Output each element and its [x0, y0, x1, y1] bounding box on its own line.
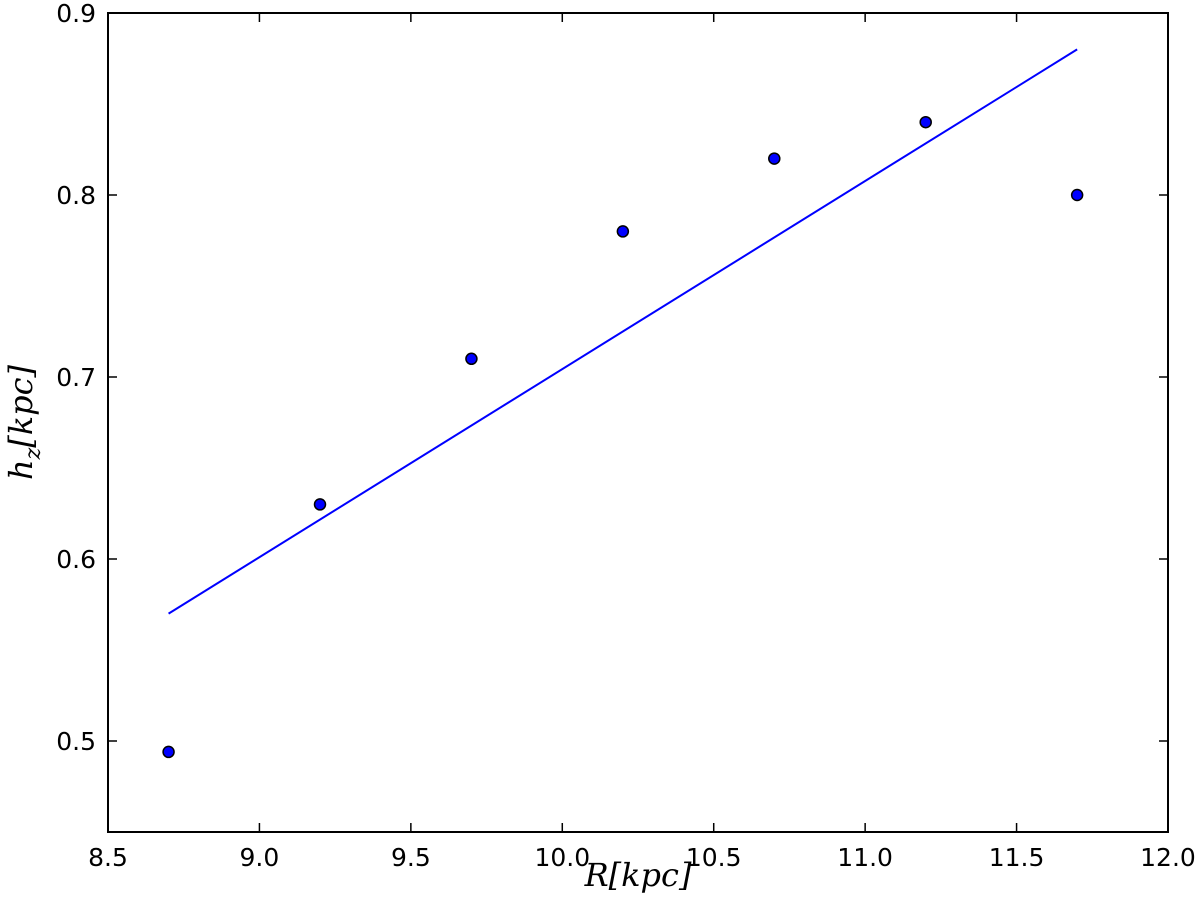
axis-ticks	[107, 12, 1169, 832]
y-tick-label: 0.9	[56, 0, 96, 28]
data-point	[465, 352, 478, 366]
x-tick-label: 10.5	[686, 843, 742, 872]
x-axis-label: R[kpc]	[584, 856, 692, 894]
data-point	[313, 498, 327, 511]
data-point	[616, 225, 630, 238]
data-point	[162, 745, 175, 759]
x-tick-label: 10.0	[534, 843, 590, 872]
x-tick-label: 9.5	[391, 843, 431, 872]
x-tick-label: 8.5	[88, 843, 128, 872]
y-tick-label: 0.6	[56, 545, 96, 574]
x-tick-label: 11.0	[837, 843, 893, 872]
x-tick-label: 12.0	[1140, 843, 1196, 872]
axis-tick-labels: 8.5 9.0 9.5 10.0 10.5 11.0 11.5 12.0 0.5 0.6 0.7 0.…	[56, 0, 1196, 872]
y-tick-label: 0.5	[56, 727, 96, 756]
x-tick-label: 11.5	[989, 843, 1045, 872]
axes-frame	[107, 12, 1169, 833]
fit-line	[168, 48, 1078, 615]
data-point	[919, 115, 932, 129]
data-point	[1070, 188, 1084, 202]
x-tick-label: 9.0	[240, 843, 280, 872]
plot-area	[162, 48, 1084, 759]
data-point	[768, 152, 781, 165]
y-axis-label: hz[kpc]	[2, 365, 46, 480]
y-tick-label: 0.7	[56, 363, 96, 392]
y-tick-label: 0.8	[56, 181, 96, 210]
